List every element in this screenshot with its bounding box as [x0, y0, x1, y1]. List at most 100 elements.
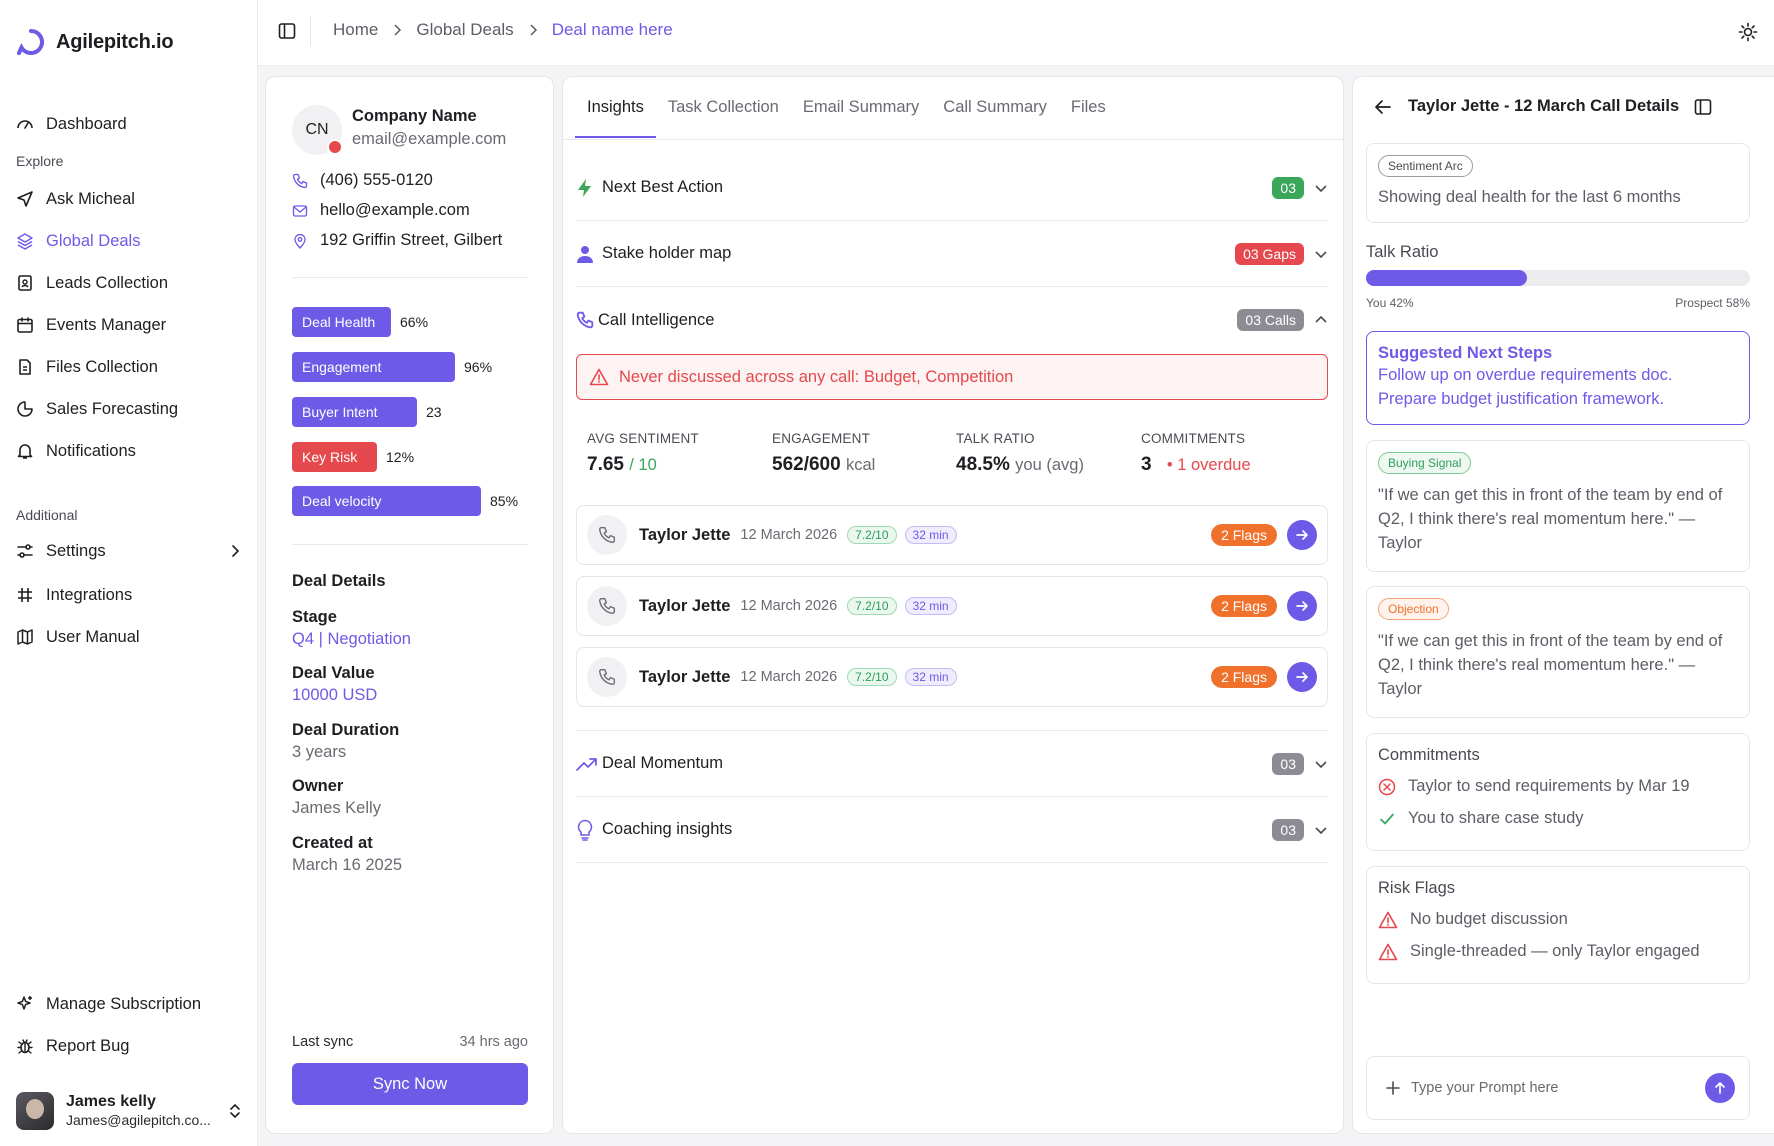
- open-call-button[interactable]: [1287, 591, 1317, 621]
- pie-chart-icon: [17, 401, 33, 417]
- send-prompt-button[interactable]: [1705, 1073, 1735, 1103]
- sidebar-item-settings[interactable]: Settings: [16, 537, 242, 565]
- sidebar-item-files[interactable]: Files Collection: [16, 353, 242, 381]
- tab-insights[interactable]: Insights: [575, 98, 656, 138]
- contact-phone[interactable]: (406) 555-0120: [292, 171, 433, 190]
- accordion-title: Next Best Action: [602, 178, 724, 196]
- brand-logo-icon: [17, 28, 44, 55]
- sidebar-item-integrations[interactable]: Integrations: [16, 581, 242, 609]
- contact-book-icon: [18, 275, 32, 291]
- stat-avg-sentiment: AVG SENTIMENT 7.65 / 10: [587, 431, 699, 476]
- call-card[interactable]: Taylor Jette 12 March 2026 7.2/10 32 min 2 F…: [576, 647, 1328, 707]
- buying-signal-badge: Buying Signal: [1378, 452, 1472, 474]
- gauge-icon: [17, 120, 33, 129]
- user-menu[interactable]: James kelly James@agilepitch.co...: [16, 1092, 242, 1130]
- tab-files[interactable]: Files: [1070, 98, 1106, 116]
- talk-ratio-value: 48.5%: [956, 454, 1010, 475]
- commitment-text: You to share case study: [1408, 809, 1584, 827]
- call-card[interactable]: Taylor Jette 12 March 2026 7.2/10 32 min 2 F…: [576, 505, 1328, 565]
- breadcrumb-home[interactable]: Home: [333, 20, 379, 39]
- commitment-item: Taylor to send requirements by Mar 19: [1378, 777, 1738, 796]
- commitment-text: Taylor to send requirements by Mar 19: [1408, 777, 1690, 795]
- accordion-stakeholder-map[interactable]: Stake holder map 03 Gaps: [576, 221, 1328, 287]
- talk-ratio-fill: [1366, 270, 1527, 286]
- breadcrumb-current[interactable]: Deal name here: [551, 20, 673, 39]
- alert-text: Never discussed across any call: Budget,…: [619, 367, 1014, 386]
- bell-icon: [17, 444, 33, 459]
- risk-item: Single-threaded — only Taylor engaged: [1378, 942, 1738, 961]
- sidebar-item-manual[interactable]: User Manual: [16, 623, 242, 651]
- status-dot-icon: [327, 139, 343, 155]
- last-sync-time: 34 hrs ago: [459, 1034, 528, 1050]
- address: 192 Griffin Street, Gilbert: [320, 231, 503, 249]
- stage-label: Stage: [292, 608, 337, 626]
- plus-icon[interactable]: [1385, 1080, 1401, 1096]
- call-score-tag: 7.2/10: [847, 597, 897, 615]
- sidebar-item-subscription[interactable]: Manage Subscription: [16, 990, 242, 1018]
- prompt-input[interactable]: [1411, 1080, 1705, 1096]
- open-call-button[interactable]: [1287, 520, 1317, 550]
- sidebar-item-dashboard[interactable]: Dashboard: [16, 110, 242, 138]
- sidebar-item-events[interactable]: Events Manager: [16, 311, 242, 339]
- chevron-up-icon: [1315, 315, 1327, 323]
- x-circle-icon: [1378, 778, 1396, 795]
- sidebar-item-global-deals[interactable]: Global Deals: [16, 227, 242, 255]
- tab-task-collection[interactable]: Task Collection: [667, 98, 779, 116]
- sidebar-item-notifications[interactable]: Notifications: [16, 437, 242, 465]
- avatar: [16, 1092, 54, 1130]
- accordion-coaching-insights[interactable]: Coaching insights 03: [576, 797, 1328, 863]
- deal-value-label: Deal Value: [292, 664, 375, 682]
- risk-flags-title: Risk Flags: [1378, 879, 1456, 897]
- stat-value: 48.5% you (avg): [956, 454, 1084, 476]
- open-call-button[interactable]: [1287, 662, 1317, 692]
- sidebar-panel-icon: [278, 23, 296, 39]
- lightbulb-icon: [577, 819, 593, 841]
- created-label: Created at: [292, 834, 373, 852]
- sidebar-item-label: Files Collection: [46, 357, 158, 376]
- breadcrumb-global-deals[interactable]: Global Deals: [416, 20, 514, 39]
- toggle-panel-button[interactable]: [1694, 98, 1712, 116]
- sentiment-arc-badge: Sentiment Arc: [1378, 155, 1473, 177]
- phone-icon: [292, 173, 308, 188]
- accordion-deal-momentum[interactable]: Deal Momentum 03: [576, 731, 1328, 797]
- next-steps-title: Suggested Next Steps: [1378, 344, 1553, 362]
- accordion-next-best-action[interactable]: Next Best Action 03: [576, 155, 1328, 221]
- metric-value: 85%: [490, 493, 519, 509]
- phone-icon: [599, 669, 615, 685]
- back-button[interactable]: [1374, 98, 1392, 116]
- theme-toggle-button[interactable]: [1738, 22, 1758, 42]
- sync-now-button[interactable]: Sync Now: [292, 1063, 528, 1105]
- location-pin-icon: [294, 233, 306, 249]
- objection-card: Objection "If we can get this in front o…: [1366, 586, 1750, 718]
- sidebar-item-leads[interactable]: Leads Collection: [16, 269, 242, 297]
- brand[interactable]: Agilepitch.io: [16, 28, 174, 56]
- call-card[interactable]: Taylor Jette 12 March 2026 7.2/10 32 min 2 F…: [576, 576, 1328, 636]
- call-duration-tag: 32 min: [904, 526, 957, 544]
- talk-ratio-sub: you (avg): [1015, 456, 1084, 474]
- chevron-down-icon: [1315, 250, 1327, 258]
- section-divider: [576, 730, 1328, 731]
- buying-signal-quote: "If we can get this in front of the team…: [1378, 486, 1723, 552]
- deal-duration-label: Deal Duration: [292, 721, 400, 739]
- call-date: 12 March 2026: [740, 527, 838, 543]
- stat-talk-ratio: TALK RATIO 48.5% you (avg): [956, 431, 1084, 476]
- contact-email[interactable]: hello@example.com: [292, 201, 470, 220]
- tab-email-summary[interactable]: Email Summary: [802, 98, 920, 116]
- risk-flags-card: Risk Flags No budget discussion Single-t…: [1366, 866, 1750, 984]
- flags-badge: 2 Flags: [1211, 666, 1277, 688]
- sidebar-item-forecasting[interactable]: Sales Forecasting: [16, 395, 242, 423]
- sidebar-item-report-bug[interactable]: Report Bug: [16, 1032, 242, 1060]
- metric-value: 12%: [386, 449, 415, 465]
- sidebar-toggle-button[interactable]: [278, 22, 296, 40]
- phone-icon: [599, 598, 615, 614]
- call-avatar: [587, 657, 627, 697]
- accordion-call-intelligence[interactable]: Call Intelligence 03 Calls: [576, 287, 1328, 353]
- deal-details-title: Deal Details: [292, 572, 386, 590]
- layers-icon: [17, 233, 33, 250]
- arrow-right-icon: [1296, 530, 1308, 540]
- call-duration-tag: 32 min: [904, 668, 957, 686]
- deal-value[interactable]: 10000 USD: [292, 686, 378, 704]
- stage-value[interactable]: Q4 | Negotiation: [292, 630, 411, 648]
- tab-call-summary[interactable]: Call Summary: [943, 98, 1047, 116]
- sidebar-item-ask-micheal[interactable]: Ask Micheal: [16, 185, 242, 213]
